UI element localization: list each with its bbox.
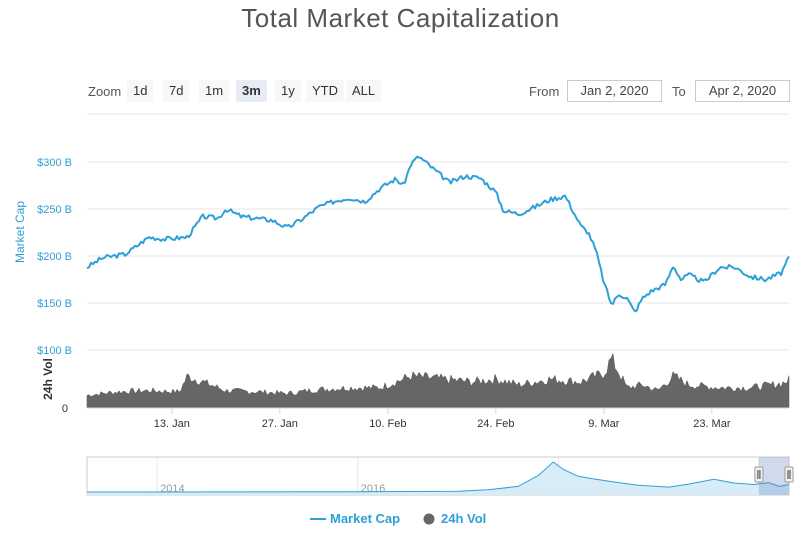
x-axis-tick-label: 24. Feb [477,418,514,430]
market-cap-tick-label: $200 B [37,251,72,263]
zoom-7d-button[interactable]: 7d [163,80,190,102]
market-cap-series-line[interactable] [86,155,790,313]
market-cap-tick-label: $100 B [37,345,72,357]
zoom-label: Zoom [88,84,122,99]
x-axis-tick-label: 9. Mar [588,418,620,430]
x-axis-tick-label: 10. Feb [369,418,406,430]
zoom-ytd-button[interactable]: YTD [306,80,344,102]
market-cap-axis-label: Market Cap [13,201,27,263]
x-axis-tick-label: 27. Jan [262,418,298,430]
legend-24h-vol[interactable]: 24h Vol [441,511,487,526]
navigator-selection[interactable] [758,457,789,495]
chart-title: Total Market Capitalization [241,3,560,33]
market-cap-tick-label: $150 B [37,298,72,310]
market-cap-tick-label: $300 B [37,157,72,169]
zoom-all-button[interactable]: ALL [346,80,382,102]
market-cap-tick-label: $250 B [37,204,72,216]
to-label: To [672,84,686,99]
from-label: From [529,84,560,99]
zoom-1y-button[interactable]: 1y [275,80,301,102]
legend-24h-vol-dot-symbol [423,513,435,525]
zoom-1m-button[interactable]: 1m [199,80,230,102]
navigator-right-handle[interactable] [784,466,794,483]
x-axis-tick-label: 13. Jan [154,418,190,430]
volume-axis-label: 24h Vol [41,358,55,400]
volume-area [86,352,790,409]
volume-tick-label: 0 [62,403,68,415]
to-date-input[interactable]: Apr 2, 2020 [695,80,790,102]
legend-market-cap[interactable]: Market Cap [330,511,401,526]
zoom-1d-button[interactable]: 1d [127,80,154,102]
from-date-input[interactable]: Jan 2, 2020 [567,80,662,102]
navigator-left-handle[interactable] [754,466,764,483]
navigator-series-area [87,462,789,495]
x-axis-tick-label: 23. Mar [693,418,731,430]
zoom-3m-button[interactable]: 3m [236,80,267,102]
navigator-series-line [86,461,790,493]
